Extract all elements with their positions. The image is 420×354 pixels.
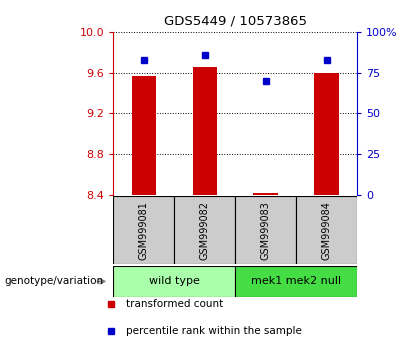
Bar — [113, 266, 235, 297]
Text: wild type: wild type — [149, 276, 200, 286]
Bar — [296, 196, 357, 264]
Text: genotype/variation: genotype/variation — [4, 276, 103, 286]
Bar — [193, 68, 217, 195]
Bar — [132, 76, 156, 195]
Text: transformed count: transformed count — [126, 299, 223, 309]
Text: GSM999082: GSM999082 — [200, 201, 210, 259]
Text: GSM999084: GSM999084 — [322, 201, 331, 259]
Text: mek1 mek2 null: mek1 mek2 null — [251, 276, 341, 286]
Bar — [315, 73, 339, 195]
Bar — [235, 196, 296, 264]
Bar — [174, 196, 235, 264]
Title: GDS5449 / 10573865: GDS5449 / 10573865 — [164, 15, 307, 28]
Text: percentile rank within the sample: percentile rank within the sample — [126, 326, 302, 336]
Bar — [235, 266, 357, 297]
Text: GSM999083: GSM999083 — [261, 201, 270, 259]
Bar — [113, 196, 174, 264]
Bar — [254, 193, 278, 195]
Text: GSM999081: GSM999081 — [139, 201, 149, 259]
